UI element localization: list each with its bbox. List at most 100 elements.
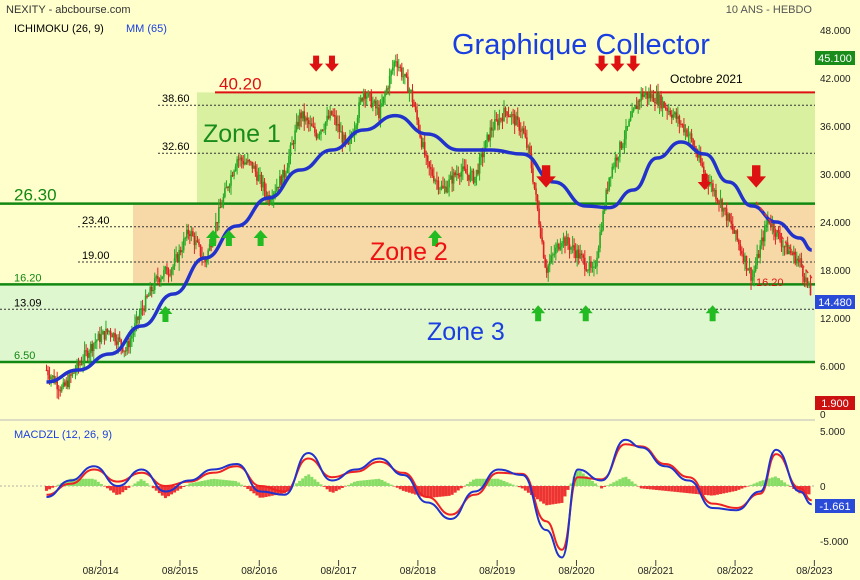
histogram-bar (48, 486, 52, 490)
candle-body (402, 76, 405, 78)
candle-body (626, 126, 629, 128)
price-tick: 24.000 (820, 218, 851, 229)
candle-body (782, 246, 784, 248)
candle-body (404, 73, 406, 77)
histogram-bar (542, 486, 546, 504)
histogram-bar (499, 479, 503, 486)
candle-body (773, 223, 775, 233)
candle-body (413, 102, 415, 107)
candle-body (736, 230, 739, 240)
histogram-bar (392, 486, 396, 487)
candle-body (311, 123, 313, 127)
candle-body (568, 244, 571, 250)
candle-body (757, 253, 760, 258)
histogram-bar (752, 483, 756, 486)
candle-body (512, 114, 514, 116)
histogram-bar (636, 486, 640, 487)
histogram-bar (386, 483, 390, 486)
candle-body (538, 208, 540, 225)
candle-body (640, 91, 643, 101)
candle-body (45, 370, 48, 371)
candle-body (532, 168, 534, 183)
candle-body (574, 250, 577, 259)
candle-body (712, 183, 714, 192)
candle-body (762, 237, 765, 242)
candle-body (329, 111, 331, 119)
candle-body (458, 175, 461, 177)
histogram-bar (532, 486, 536, 498)
candle-body (481, 153, 484, 158)
candle-body (321, 129, 324, 131)
histogram-bar (292, 485, 296, 487)
candle-body (565, 237, 568, 246)
buy-arrow (253, 230, 268, 246)
candle-body (193, 235, 196, 246)
candle-body (660, 94, 662, 109)
histogram-bar (87, 478, 91, 486)
candle-body (227, 187, 229, 189)
candle-body (658, 94, 661, 106)
candle-body (490, 127, 493, 131)
candle-body (667, 110, 670, 112)
candle-body (681, 124, 684, 126)
candle-body (407, 76, 409, 93)
candle-body (295, 121, 298, 131)
candle-body (562, 237, 565, 244)
candle-body (494, 119, 496, 130)
high-label-box (815, 51, 855, 65)
candle-body (469, 172, 472, 181)
candle-body (236, 159, 238, 167)
candle-body (161, 276, 164, 279)
candle-body (614, 157, 617, 167)
candle-body (208, 243, 211, 251)
histogram-bar (243, 486, 247, 487)
histogram-bar (712, 486, 716, 496)
histogram-bar (325, 486, 329, 490)
candle-body (387, 88, 389, 90)
histogram-bar (444, 486, 448, 497)
candle-body (234, 166, 237, 171)
candle-body (279, 176, 281, 188)
histogram-bar (301, 478, 305, 486)
trend-dashed-line (755, 201, 813, 279)
candle-body (785, 242, 787, 247)
candle-body (269, 200, 272, 203)
candle-body (112, 333, 115, 338)
candle-body (544, 257, 546, 268)
histogram-bar (536, 486, 540, 500)
candle-body (240, 157, 243, 161)
candle-body (727, 213, 729, 221)
candle-body (376, 107, 379, 109)
candle-body (368, 92, 371, 94)
ma-label: MM (65) (126, 23, 167, 35)
histogram-bar (770, 477, 774, 486)
candle-body (76, 362, 78, 372)
histogram-bar (688, 486, 692, 494)
histogram-bar (429, 486, 433, 498)
candle-body (330, 111, 333, 115)
candle-body (426, 155, 429, 162)
candle-body (359, 98, 362, 103)
histogram-bar (109, 486, 113, 491)
candle-body (795, 259, 798, 264)
sell-arrow (697, 174, 712, 190)
price-candles (45, 53, 812, 400)
histogram-bar (310, 476, 314, 486)
candle-body (526, 137, 528, 148)
histogram-bar (69, 478, 73, 486)
histogram-bar (526, 486, 530, 493)
candle-body (780, 240, 783, 247)
candle-body (466, 173, 469, 175)
last-price-box (815, 295, 855, 309)
histogram-bar (667, 486, 671, 492)
zone2-band (133, 203, 815, 285)
candle-body (779, 233, 781, 241)
candle-body (507, 115, 510, 117)
candle-body (588, 262, 591, 271)
histogram-bar (639, 486, 643, 489)
histogram-bar (215, 479, 219, 486)
candle-body (88, 353, 90, 358)
candle-body (56, 380, 58, 390)
histogram-bar (84, 478, 88, 486)
histogram-bar (545, 486, 549, 506)
